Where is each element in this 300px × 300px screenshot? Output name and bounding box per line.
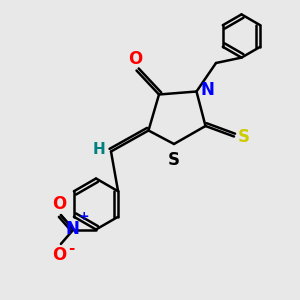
Text: S: S [168,151,180,169]
Text: O: O [128,50,142,68]
Text: N: N [200,81,214,99]
Text: O: O [52,246,67,264]
Text: O: O [52,195,67,213]
Text: +: + [79,210,89,223]
Text: N: N [65,220,79,238]
Text: H: H [93,142,106,157]
Text: S: S [238,128,250,146]
Text: -: - [68,241,75,256]
